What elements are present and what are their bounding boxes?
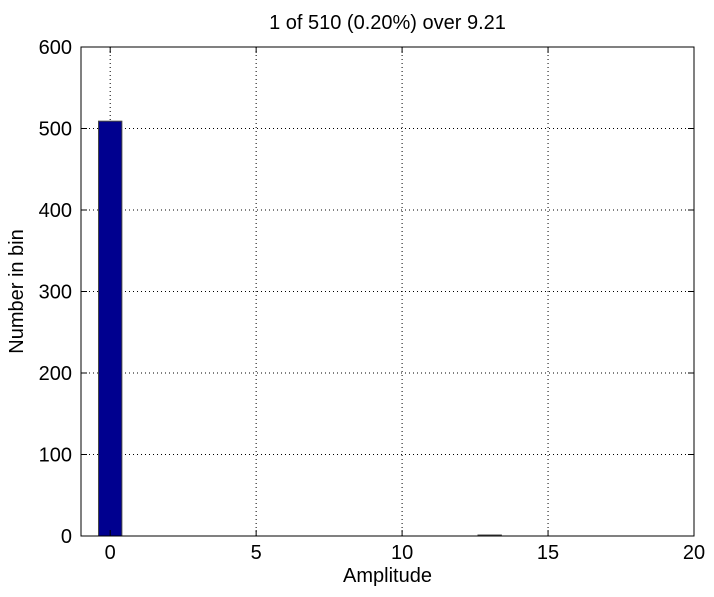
y-tick-label: 100 [39, 445, 72, 467]
y-tick-label: 300 [39, 282, 72, 304]
bar-0 [98, 120, 123, 537]
x-tick-label: 5 [251, 542, 262, 564]
y-tick-label: 0 [61, 526, 72, 548]
bars [98, 120, 502, 537]
grid-lines [81, 47, 694, 536]
chart-title: 1 of 510 (0.20%) over 9.21 [269, 12, 506, 34]
y-tick-label: 200 [39, 363, 72, 385]
x-tick-label: 0 [105, 542, 116, 564]
y-axis-label: Number in bin [6, 229, 28, 354]
y-tick-label: 400 [39, 200, 72, 222]
x-tick-label: 15 [537, 542, 559, 564]
x-tick-label: 10 [391, 542, 413, 564]
x-tick-label: 20 [683, 542, 705, 564]
x-axis-label: Amplitude [343, 565, 432, 587]
y-tick-label: 500 [39, 119, 72, 141]
y-tick-label: 600 [39, 37, 72, 59]
plot-frame [80, 46, 695, 537]
